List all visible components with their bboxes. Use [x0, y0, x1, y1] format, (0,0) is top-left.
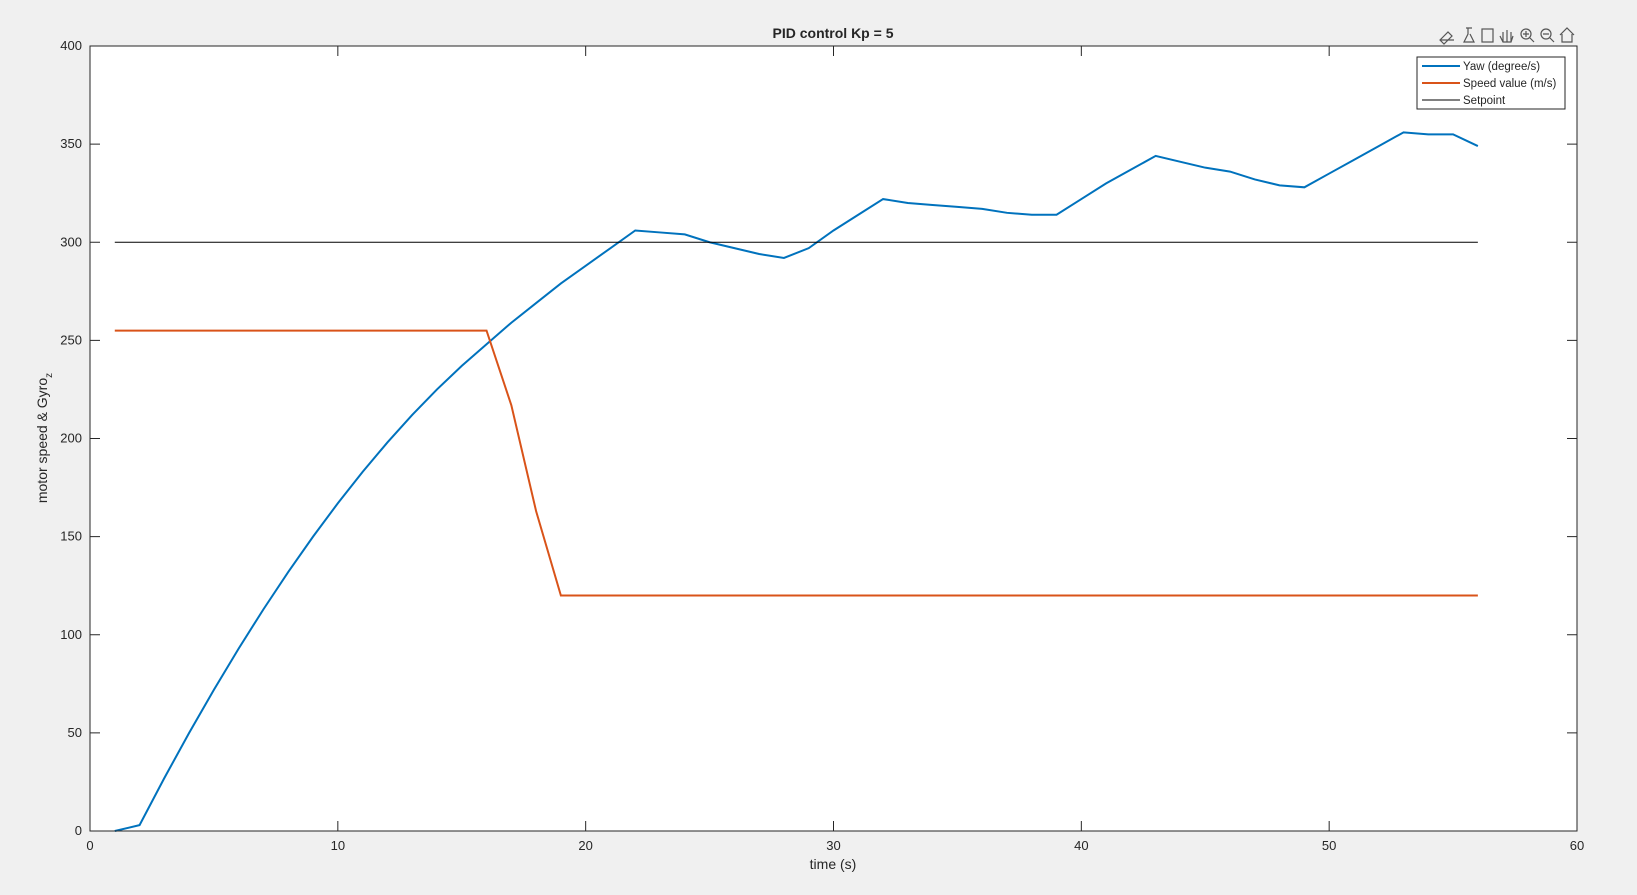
x-axis-label: time (s) [810, 856, 857, 872]
x-tick-label: 60 [1570, 838, 1584, 853]
toolbar[interactable] [1439, 27, 1575, 45]
brush-icon[interactable] [1439, 31, 1454, 45]
x-tick-label: 20 [578, 838, 592, 853]
x-tick-label: 30 [826, 838, 840, 853]
x-tick-label: 10 [331, 838, 345, 853]
legend-label: Speed value (m/s) [1463, 78, 1556, 90]
plot-area: 0 10 20 30 40 50 60 0 50 100 150 200 250 300 350 400 Yaw… [60, 38, 1584, 853]
pan-icon[interactable] [1499, 30, 1514, 43]
x-tick-label: 40 [1074, 838, 1088, 853]
chart-title: PID control Kp = 5 [773, 25, 894, 41]
y-tick-label: 400 [60, 38, 82, 53]
line-series [114, 131, 1479, 832]
zoom-in-icon[interactable] [1520, 28, 1532, 40]
legend: Yaw (degree/s) Speed value (m/s) Setpoint [1416, 56, 1566, 110]
legend-label: Yaw (degree/s) [1463, 61, 1540, 73]
home-icon[interactable] [1559, 27, 1575, 43]
x-tick-label: 0 [86, 838, 93, 853]
line-series [114, 329, 1478, 597]
y-tick-label: 250 [60, 332, 82, 347]
y-tick-label: 300 [60, 234, 82, 249]
y-label-subscript: z [44, 373, 55, 378]
y-tick-label: 0 [75, 823, 82, 838]
axes-background [90, 46, 1577, 831]
y-tick-label: 350 [60, 136, 82, 151]
zoom-out-icon[interactable] [1540, 28, 1552, 40]
y-tick-label: 100 [60, 627, 82, 642]
legend-icon[interactable] [1481, 28, 1494, 43]
y-tick-label: 50 [68, 725, 82, 740]
y-label-text: motor speed & Gyro [34, 378, 50, 503]
data-tip-icon[interactable] [1463, 27, 1475, 43]
y-tick-label: 150 [60, 529, 82, 544]
x-tick-label: 50 [1322, 838, 1336, 853]
legend-label: Setpoint [1463, 95, 1506, 107]
y-axis-label: motor speed & Gyroz [34, 373, 55, 503]
axes-box [89, 45, 1578, 832]
y-tick-label: 200 [60, 431, 82, 446]
